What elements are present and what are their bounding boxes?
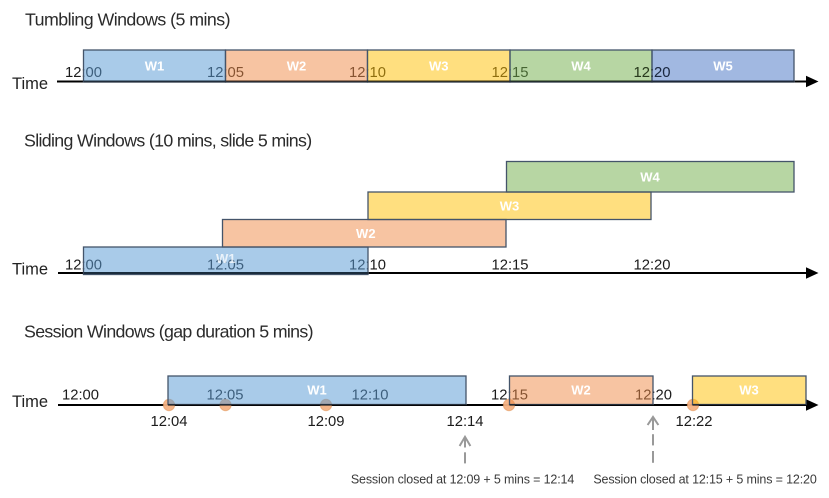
svg-text:W2: W2 [287,59,307,74]
svg-text:W3: W3 [739,383,759,398]
svg-text:12:20: 12:20 [633,65,670,81]
svg-text:12:15: 12:15 [491,258,528,274]
svg-text:12:22: 12:22 [675,414,712,430]
svg-text:12:04: 12:04 [150,414,187,430]
svg-text:Session closed at 12:15 + 5 mi: Session closed at 12:15 + 5 mins = 12:20 [593,473,817,487]
svg-text:Sliding Windows (10 mins, slid: Sliding Windows (10 mins, slide 5 mins) [24,131,312,151]
svg-text:W1: W1 [145,59,165,74]
svg-text:W2: W2 [356,226,376,241]
svg-text:Time: Time [12,261,48,279]
svg-text:12:20: 12:20 [633,258,670,274]
svg-text:W5: W5 [713,59,733,74]
svg-text:Session closed at 12:09 + 5 mi: Session closed at 12:09 + 5 mins = 12:14 [351,473,575,487]
svg-text:W1: W1 [307,383,327,398]
svg-text:W4: W4 [640,170,660,185]
svg-text:W2: W2 [571,383,591,398]
svg-text:W3: W3 [500,199,520,214]
svg-text:Session Windows (gap duration: Session Windows (gap duration 5 mins) [24,322,313,342]
svg-text:W3: W3 [429,59,449,74]
svg-text:Time: Time [12,393,48,411]
svg-text:12:14: 12:14 [446,414,483,430]
svg-text:12:00: 12:00 [62,388,99,404]
svg-text:Time: Time [12,75,48,93]
svg-text:W4: W4 [571,59,591,74]
svg-text:W1: W1 [216,251,236,266]
svg-text:12:09: 12:09 [307,414,344,430]
svg-text:Tumbling Windows (5 mins): Tumbling Windows (5 mins) [25,10,230,30]
